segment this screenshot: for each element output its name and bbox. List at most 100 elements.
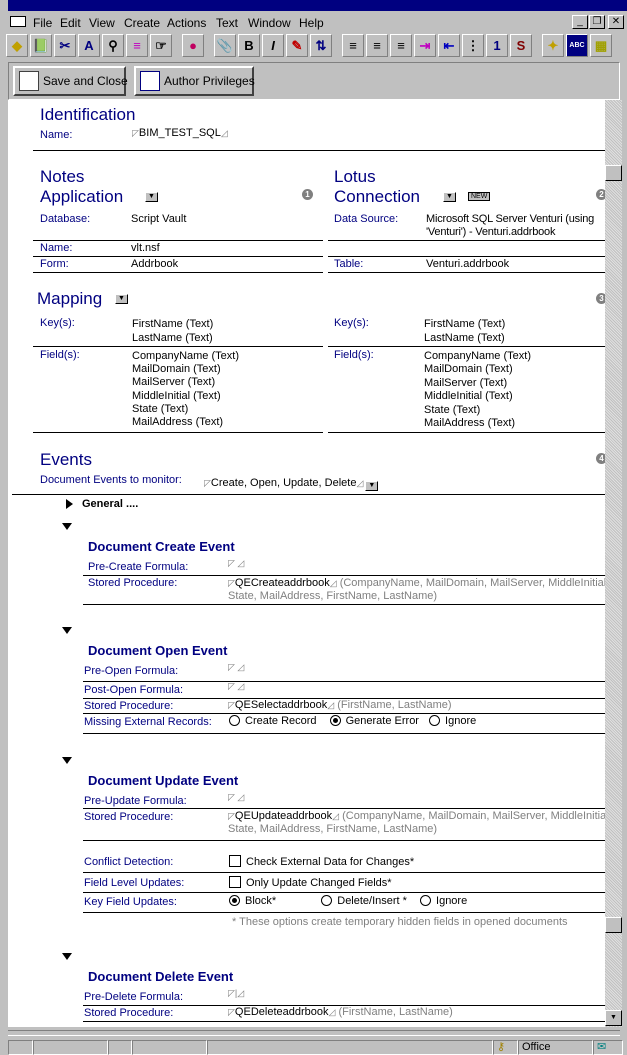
general-section[interactable]: General .... xyxy=(82,498,139,510)
monitor-field[interactable]: ◸Create, Open, Update, Delete◿ ▼ xyxy=(204,477,379,491)
menu-actions[interactable]: Actions xyxy=(167,16,207,30)
minimize-button[interactable]: _ xyxy=(572,15,588,29)
pre-open-field[interactable]: ◸ ◿ xyxy=(228,662,245,672)
title-bar xyxy=(8,0,627,11)
cut-icon[interactable]: ✂ xyxy=(54,34,76,57)
collapse-delete-icon[interactable] xyxy=(62,953,72,960)
notes-application-heading: Notes Application xyxy=(40,167,124,206)
ext-fields-label: Field(s): xyxy=(334,349,374,361)
step-2-badge: 2 xyxy=(596,189,605,200)
post-open-field[interactable]: ◸ ◿ xyxy=(228,681,245,691)
mapping-heading: Mapping xyxy=(37,289,103,308)
highlighter-icon[interactable]: ✎ xyxy=(286,34,308,57)
navigator-icon[interactable]: ≡ xyxy=(126,34,148,57)
field-level-checkbox[interactable]: Only Update Changed Fields* xyxy=(229,876,392,889)
conflict-detection-checkbox[interactable]: Check External Data for Changes* xyxy=(229,855,414,868)
styles-icon[interactable]: S xyxy=(510,34,532,57)
menu-text[interactable]: Text xyxy=(216,16,239,30)
paste-icon[interactable]: ⚲ xyxy=(102,34,124,57)
radio-create-record[interactable]: Create Record xyxy=(229,715,317,727)
lotus-connection-heading: Lotus Connection xyxy=(334,167,421,206)
indent-icon[interactable]: ⇥ xyxy=(414,34,436,57)
pre-create-field[interactable]: ◸ ◿ xyxy=(228,558,245,568)
location-selector[interactable]: Office xyxy=(518,1040,593,1055)
status-size-cell[interactable] xyxy=(108,1040,132,1055)
new-connection-button[interactable]: NEW xyxy=(468,192,491,201)
numbered-list-icon[interactable]: 1 xyxy=(486,34,508,57)
hotspot-icon[interactable]: ● xyxy=(182,34,204,57)
menu-window[interactable]: Window xyxy=(248,16,291,30)
status-font-cell[interactable] xyxy=(33,1040,108,1055)
spellcheck-icon[interactable]: ABC xyxy=(566,34,588,57)
menu-file[interactable]: File xyxy=(33,16,53,30)
smarticon-edit-icon[interactable]: ◆ xyxy=(6,34,28,57)
collapse-create-icon[interactable] xyxy=(62,523,72,530)
bullet-list-icon[interactable]: ⋮ xyxy=(462,34,484,57)
copy-icon[interactable]: A xyxy=(78,34,100,57)
table-label: Table: xyxy=(334,258,364,270)
toolbar: ◆ 📗 ✂ A ⚲ ≡ ☞ ● 📎 B I ✎ ⇅ ≡ ≡ ≡ ⇥ ⇤ ⋮ 1 … xyxy=(6,33,620,59)
mapping-dropdown[interactable]: ▼ xyxy=(115,294,128,304)
application-dropdown[interactable]: ▼ xyxy=(145,192,158,202)
radio-block[interactable]: Block* xyxy=(229,895,276,907)
radio-ignore[interactable]: Ignore xyxy=(429,715,476,727)
close-button[interactable]: ✕ xyxy=(608,15,624,29)
key-icon[interactable]: ⚷ xyxy=(493,1040,518,1055)
status-message-cell[interactable] xyxy=(207,1040,493,1055)
scroll-thumb-top[interactable] xyxy=(605,165,622,181)
create-event-heading: Document Create Event xyxy=(88,539,235,554)
pre-update-label: Pre-Update Formula: xyxy=(84,795,187,807)
radio-generate-error[interactable]: Generate Error xyxy=(329,715,419,727)
text-style-icon[interactable]: ⇅ xyxy=(310,34,332,57)
monitor-dropdown[interactable]: ▼ xyxy=(365,481,379,491)
menu-help[interactable]: Help xyxy=(299,16,324,30)
outdent-icon[interactable]: ⇤ xyxy=(438,34,460,57)
update-sp-field[interactable]: ◸QEUpdateaddrbook◿ (CompanyName, MailDom… xyxy=(228,810,605,835)
delete-sp-field[interactable]: ◸QEDeleteaddrbook◿ (FirstName, LastName) xyxy=(228,1006,453,1018)
pre-delete-field[interactable]: ◸|◿ xyxy=(228,988,245,998)
expand-general-icon[interactable] xyxy=(66,499,73,509)
radio-delete-insert[interactable]: Delete/Insert * xyxy=(321,895,407,907)
link-icon[interactable]: ☞ xyxy=(150,34,172,57)
open-sp-field[interactable]: ◸QESelectaddrbook◿ (FirstName, LastName) xyxy=(228,699,452,711)
smarticon-save-icon[interactable]: 📗 xyxy=(30,34,52,57)
scroll-down-button[interactable]: ▼ xyxy=(605,1010,622,1026)
database-value: Script Vault xyxy=(131,213,187,225)
fields-label: Field(s): xyxy=(40,349,80,361)
fields-list: CompanyName (Text) MailDomain (Text) MailS… xyxy=(132,350,239,429)
author-privileges-button[interactable]: Author Privileges xyxy=(134,66,255,96)
create-sp-field[interactable]: ◸QECreateaddrbook◿ (CompanyName, MailDom… xyxy=(228,577,605,602)
connection-dropdown[interactable]: ▼ xyxy=(443,192,456,202)
data-source-value: Microsoft SQL Server Venturi (using 'Vent… xyxy=(426,213,595,238)
align-left-icon[interactable]: ≡ xyxy=(342,34,364,57)
menu-create[interactable]: Create xyxy=(124,16,161,30)
restore-button[interactable]: ❐ xyxy=(589,15,605,29)
collapse-update-icon[interactable] xyxy=(62,757,72,764)
search-icon[interactable]: ✦ xyxy=(542,34,564,57)
scroll-thumb[interactable] xyxy=(605,917,622,933)
collapse-open-icon[interactable] xyxy=(62,627,72,634)
align-center-icon[interactable]: ≡ xyxy=(366,34,388,57)
ruler-icon[interactable]: ▦ xyxy=(590,34,612,57)
radio-key-ignore[interactable]: Ignore xyxy=(420,895,467,907)
table-value: Venturi.addrbook xyxy=(426,258,510,270)
db-name-value: vlt.nsf xyxy=(131,242,160,254)
mail-icon[interactable]: ✉ xyxy=(593,1040,623,1055)
name-field[interactable]: ◸BIM_TEST_SQL◿ xyxy=(132,127,228,139)
document-form: Identification Name: ◸BIM_TEST_SQL◿ Note… xyxy=(8,100,605,1027)
menu-view[interactable]: View xyxy=(89,16,115,30)
data-source-label: Data Source: xyxy=(334,213,399,225)
attach-icon[interactable]: 📎 xyxy=(214,34,236,57)
document-icon[interactable] xyxy=(10,16,26,27)
save-and-close-label: Save and Close xyxy=(43,74,128,88)
pre-update-field[interactable]: ◸ ◿ xyxy=(228,792,245,802)
pre-delete-label: Pre-Delete Formula: xyxy=(84,991,184,1003)
italic-icon[interactable]: I xyxy=(262,34,284,57)
vertical-scrollbar[interactable]: ▼ xyxy=(605,100,622,1027)
align-right-icon[interactable]: ≡ xyxy=(390,34,412,57)
status-style-cell[interactable] xyxy=(132,1040,207,1055)
menu-edit[interactable]: Edit xyxy=(60,16,81,30)
bold-icon[interactable]: B xyxy=(238,34,260,57)
save-and-close-button[interactable]: Save and Close xyxy=(13,66,128,96)
status-cell[interactable] xyxy=(8,1040,33,1055)
